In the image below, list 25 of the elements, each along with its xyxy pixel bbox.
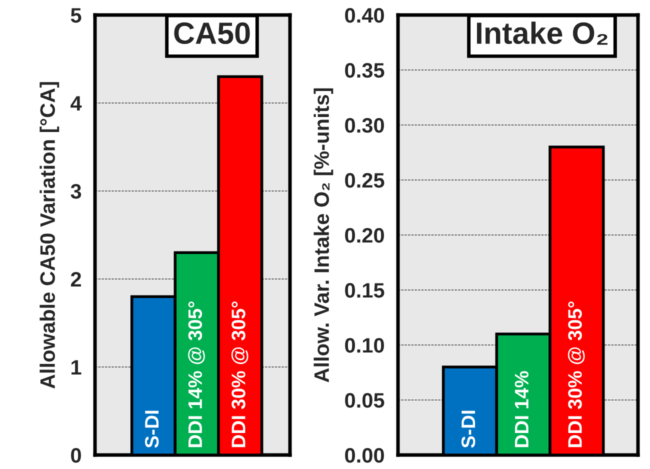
y-tick-label: 0.00 — [345, 448, 384, 463]
y-tick-label: 0.25 — [345, 173, 384, 188]
y-tick-label: 0.35 — [345, 63, 384, 78]
y-tick-label: 0.30 — [345, 118, 384, 133]
y-tick-label: 2 — [70, 272, 81, 287]
x-tick-label: DDI 30% @ 305° — [231, 301, 248, 448]
y-tick-label: 3 — [70, 184, 82, 199]
x-tick-label: DDI 30% @ 305° — [568, 301, 585, 448]
x-tick-label: DDI 14% — [514, 371, 529, 448]
y-tick-label: 0.10 — [345, 338, 384, 353]
x-tick-label: S-DI — [144, 410, 159, 448]
x-tick-label: S-DI — [461, 410, 476, 448]
y-tick-label: 0.20 — [345, 228, 384, 243]
chart-title: Intake O₂ — [476, 22, 608, 45]
y-axis-title: Allow. Var. Intake O₂ [%-units] — [314, 88, 334, 382]
y-tick-label: 1 — [72, 360, 82, 375]
x-tick-label: DDI 14% @ 305° — [188, 301, 205, 448]
chart-title: CA50 — [174, 22, 250, 44]
y-tick-label: 0.40 — [345, 8, 384, 23]
y-tick-label: 0 — [71, 448, 81, 463]
y-axis-title: Allowable CA50 Variation [°CA] — [40, 82, 60, 389]
y-tick-label: 5 — [70, 8, 82, 23]
y-tick-label: 0.15 — [345, 283, 384, 298]
y-tick-label: 4 — [70, 96, 82, 111]
y-tick-label: 0.05 — [345, 393, 384, 408]
